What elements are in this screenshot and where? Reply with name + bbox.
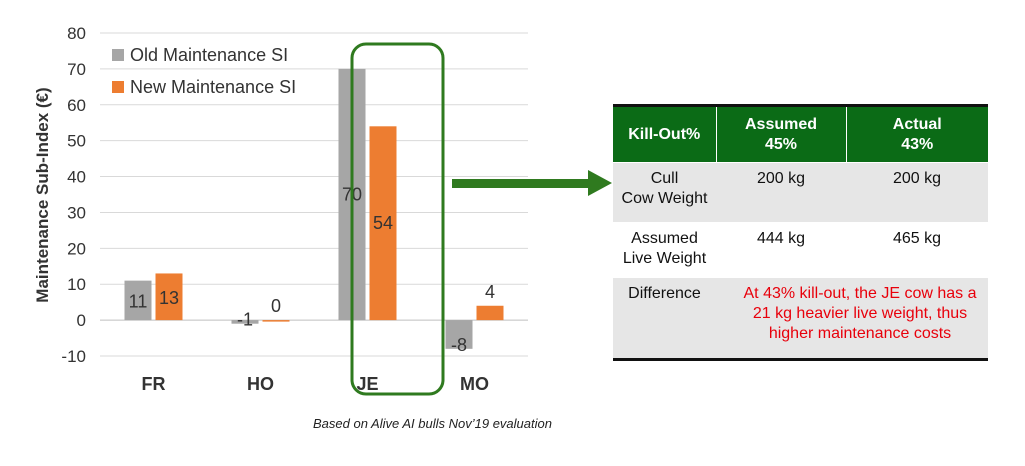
header-assumed: Assumed 45% xyxy=(716,105,847,163)
row-label-live: Assumed Live Weight xyxy=(613,222,716,278)
table-row: Difference At 43% kill-out, the JE cow h… xyxy=(613,277,988,360)
y-tick-label: 20 xyxy=(67,239,86,258)
difference-note: At 43% kill-out, the JE cow has a 21 kg … xyxy=(716,277,988,360)
x-category-label: JE xyxy=(356,374,378,394)
x-axis-categories: FR HO JE MO xyxy=(142,374,490,394)
y-tick-label: 80 xyxy=(67,24,86,43)
header-assumed-text: Assumed 45% xyxy=(744,115,818,153)
y-tick-label: 60 xyxy=(67,96,86,115)
cell-cull-assumed: 200 kg xyxy=(716,162,846,223)
kill-out-table: Kill-Out% Assumed 45% Actual 43% Cull Co… xyxy=(613,104,988,361)
y-tick-label: 30 xyxy=(67,203,86,222)
legend-label-old: Old Maintenance SI xyxy=(130,45,288,65)
data-label: -1 xyxy=(237,310,253,330)
arrow-shaft xyxy=(452,179,589,188)
y-tick-label: 40 xyxy=(67,168,86,187)
table-header-row: Kill-Out% Assumed 45% Actual 43% xyxy=(613,105,988,163)
bar-fr-new xyxy=(155,273,183,321)
pointer-arrow xyxy=(452,170,612,196)
header-actual-text: Actual 43% xyxy=(892,115,942,153)
data-label: 54 xyxy=(373,213,393,233)
data-label: 13 xyxy=(159,288,179,308)
bar-ho-old xyxy=(231,320,259,324)
table-row: Cull Cow Weight 200 kg 200 kg xyxy=(613,162,988,223)
y-tick-label: -10 xyxy=(61,347,86,366)
y-axis-ticks: -10 0 10 20 30 40 50 60 70 80 xyxy=(61,24,86,366)
table-row: Assumed Live Weight 444 kg 465 kg xyxy=(613,222,988,278)
y-axis-label: Maintenance Sub-Index (€) xyxy=(33,87,52,302)
y-tick-label: 70 xyxy=(67,60,86,79)
data-label: 4 xyxy=(485,282,495,302)
legend-label-new: New Maintenance SI xyxy=(130,77,296,97)
je-highlight-box xyxy=(350,42,445,396)
row-label-difference: Difference xyxy=(613,277,716,360)
y-tick-label: 50 xyxy=(67,132,86,151)
y-tick-label: 10 xyxy=(67,275,86,294)
y-tick-label: 0 xyxy=(77,311,86,330)
header-actual: Actual 43% xyxy=(846,105,988,163)
bar-mo-old xyxy=(445,320,473,349)
legend-swatch-new xyxy=(112,81,124,93)
x-category-label: MO xyxy=(460,374,489,394)
cell-cull-actual: 200 kg xyxy=(846,162,988,223)
data-label: 11 xyxy=(129,291,148,311)
legend: Old Maintenance SI New Maintenance SI xyxy=(112,45,296,97)
data-label: 0 xyxy=(271,296,281,316)
footnote: Based on Alive AI bulls Nov’19 evaluatio… xyxy=(313,416,552,431)
x-category-label: HO xyxy=(247,374,274,394)
data-label: -8 xyxy=(451,335,467,355)
arrow-head xyxy=(588,170,612,196)
bar-je-new xyxy=(369,126,397,321)
bars xyxy=(124,68,504,349)
cell-live-actual: 465 kg xyxy=(846,222,988,278)
row-label-cull: Cull Cow Weight xyxy=(613,162,716,223)
cell-live-assumed: 444 kg xyxy=(716,222,846,278)
header-kill-out: Kill-Out% xyxy=(613,105,717,163)
bar-ho-new xyxy=(262,320,290,322)
bar-mo-new xyxy=(476,305,504,321)
x-category-label: FR xyxy=(142,374,166,394)
bar-fr-old xyxy=(124,280,152,321)
legend-swatch-old xyxy=(112,49,124,61)
